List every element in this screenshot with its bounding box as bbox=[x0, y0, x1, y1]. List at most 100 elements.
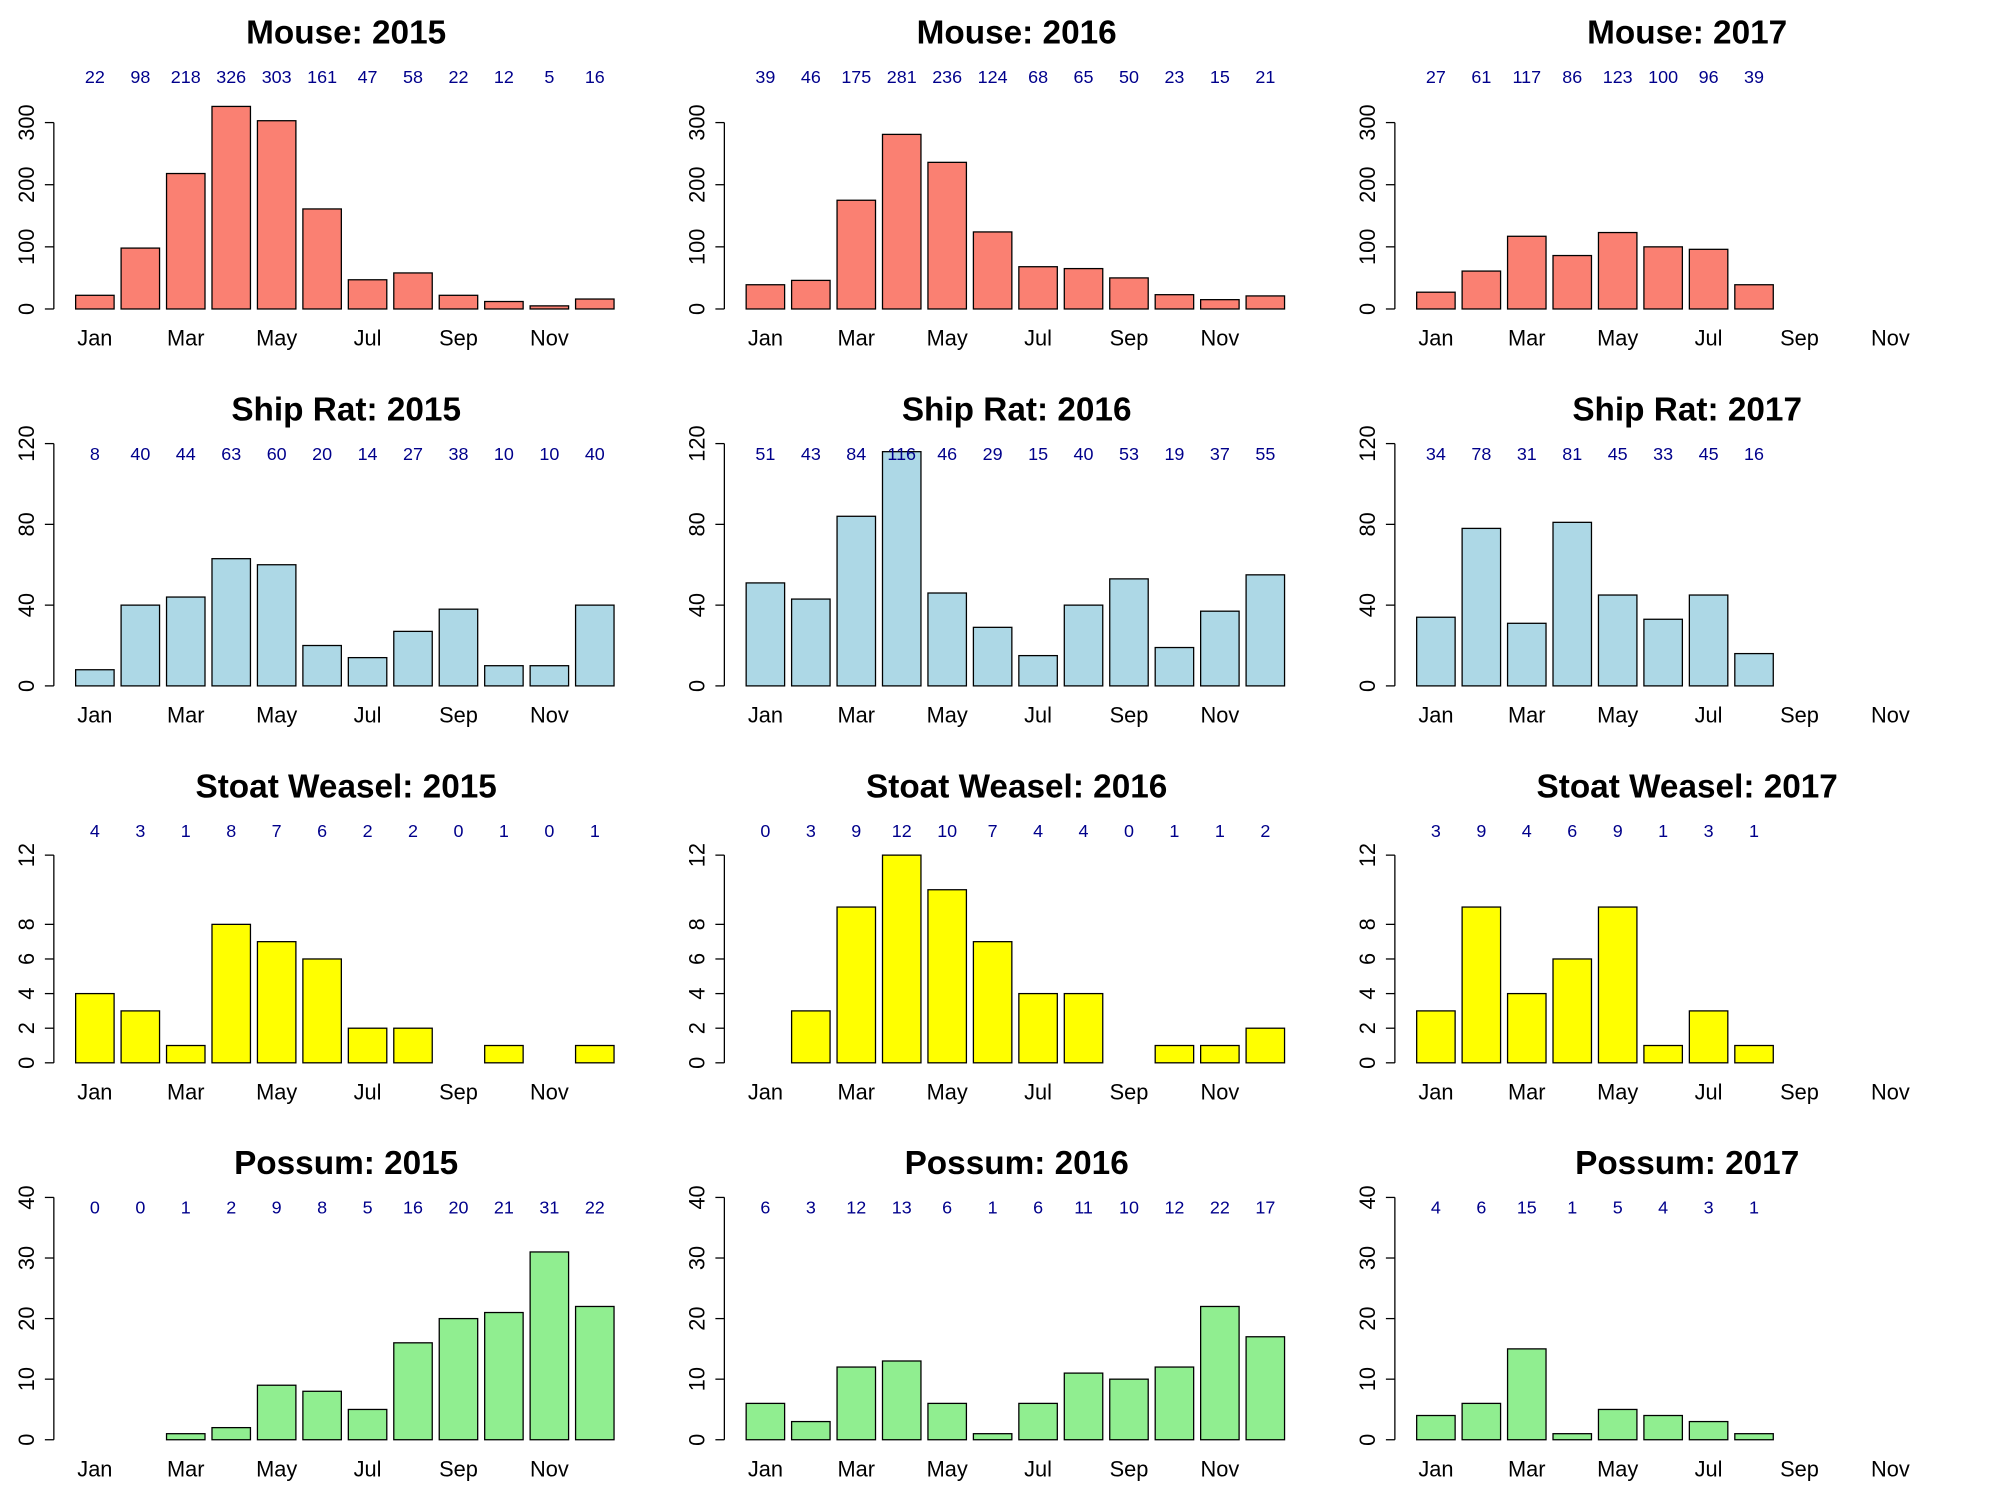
y-tick-label: 0 bbox=[1355, 1057, 1380, 1069]
y-tick-label: 40 bbox=[1355, 1185, 1380, 1209]
value-label: 10 bbox=[539, 444, 559, 464]
bar bbox=[484, 1044, 524, 1064]
x-tick-label: May bbox=[256, 1079, 297, 1104]
chart-title: Possum: 2015 bbox=[234, 1145, 458, 1182]
value-label: 3 bbox=[1704, 1198, 1714, 1218]
bar bbox=[1200, 1305, 1240, 1441]
bar bbox=[1597, 906, 1638, 1064]
x-tick-label: May bbox=[1597, 325, 1638, 350]
x-tick-label: May bbox=[256, 702, 297, 727]
y-tick-label: 200 bbox=[684, 167, 709, 203]
value-label: 39 bbox=[1744, 67, 1764, 87]
bar bbox=[1643, 246, 1684, 310]
bar bbox=[302, 208, 342, 310]
value-label: 236 bbox=[932, 67, 962, 87]
value-label: 6 bbox=[1033, 1198, 1043, 1218]
chart-title: Ship Rat: 2017 bbox=[1572, 391, 1802, 428]
x-tick-label: May bbox=[927, 1456, 968, 1481]
y-tick-label: 0 bbox=[1355, 303, 1380, 315]
bar bbox=[836, 199, 877, 310]
x-tick-label: Mar bbox=[1508, 1456, 1546, 1481]
value-label: 124 bbox=[978, 67, 1008, 87]
bar bbox=[347, 1408, 388, 1441]
value-label: 218 bbox=[171, 67, 201, 87]
value-label: 6 bbox=[317, 821, 327, 841]
bar bbox=[745, 1402, 786, 1441]
bar bbox=[881, 854, 922, 1064]
bar bbox=[1154, 1044, 1195, 1064]
value-label: 65 bbox=[1074, 67, 1094, 87]
x-tick-label: Nov bbox=[1871, 1079, 1910, 1104]
value-label: 11 bbox=[1074, 1198, 1093, 1218]
value-label: 3 bbox=[1431, 821, 1441, 841]
value-label: 1 bbox=[1567, 1198, 1577, 1218]
bar bbox=[745, 582, 786, 687]
y-tick-label: 120 bbox=[14, 425, 39, 461]
bar bbox=[1506, 992, 1547, 1064]
y-tick-label: 4 bbox=[14, 988, 39, 1000]
x-tick-label: May bbox=[256, 325, 297, 350]
bar bbox=[972, 1433, 1013, 1441]
bar bbox=[1245, 1027, 1286, 1064]
y-tick-label: 120 bbox=[1355, 425, 1380, 461]
bar bbox=[529, 305, 570, 310]
y-tick-label: 10 bbox=[1355, 1367, 1380, 1391]
bar bbox=[393, 1027, 433, 1064]
value-label: 1 bbox=[1169, 821, 1179, 841]
value-label: 96 bbox=[1699, 67, 1719, 87]
bar bbox=[1154, 646, 1195, 687]
value-label: 15 bbox=[1028, 444, 1048, 464]
y-tick-label: 300 bbox=[14, 104, 39, 140]
bar bbox=[1018, 992, 1058, 1064]
x-tick-label: Jul bbox=[1695, 702, 1723, 727]
bar bbox=[75, 669, 115, 687]
x-tick-label: Nov bbox=[1201, 1079, 1240, 1104]
y-tick-label: 80 bbox=[1355, 512, 1380, 536]
bar bbox=[120, 247, 161, 310]
bar bbox=[790, 598, 831, 687]
value-label: 84 bbox=[846, 444, 866, 464]
value-label: 15 bbox=[1210, 67, 1230, 87]
value-label: 22 bbox=[85, 67, 105, 87]
chart-title: Mouse: 2017 bbox=[1587, 14, 1787, 51]
bar bbox=[529, 1251, 570, 1441]
value-label: 31 bbox=[1517, 444, 1537, 464]
y-tick-label: 10 bbox=[684, 1367, 709, 1391]
bar bbox=[836, 1366, 877, 1441]
value-label: 55 bbox=[1255, 444, 1275, 464]
bar bbox=[1416, 616, 1456, 687]
y-tick-label: 80 bbox=[684, 512, 709, 536]
y-tick-label: 200 bbox=[1355, 167, 1380, 203]
x-tick-label: Mar bbox=[838, 1456, 876, 1481]
value-label: 53 bbox=[1119, 444, 1139, 464]
bar bbox=[1506, 622, 1547, 687]
bar bbox=[1552, 958, 1593, 1064]
bar bbox=[393, 272, 433, 310]
value-label: 5 bbox=[1613, 1198, 1623, 1218]
x-tick-label: Jan bbox=[748, 1079, 783, 1104]
value-label: 0 bbox=[544, 821, 554, 841]
y-tick-label: 8 bbox=[14, 918, 39, 930]
value-label: 2 bbox=[408, 821, 418, 841]
x-tick-label: Nov bbox=[530, 1456, 569, 1481]
value-label: 43 bbox=[801, 444, 821, 464]
bar bbox=[393, 1342, 433, 1441]
value-label: 23 bbox=[1164, 67, 1184, 87]
bar bbox=[256, 941, 297, 1064]
y-tick-label: 80 bbox=[14, 512, 39, 536]
value-label: 9 bbox=[851, 821, 861, 841]
bar bbox=[1416, 1414, 1456, 1441]
bar bbox=[1506, 235, 1547, 310]
value-label: 58 bbox=[403, 67, 423, 87]
bar bbox=[574, 298, 615, 310]
value-label: 31 bbox=[539, 1198, 559, 1218]
value-label: 78 bbox=[1471, 444, 1491, 464]
bar bbox=[1245, 295, 1286, 310]
value-label: 22 bbox=[448, 67, 468, 87]
y-tick-label: 20 bbox=[1355, 1306, 1380, 1330]
y-tick-label: 300 bbox=[1355, 104, 1380, 140]
value-label: 3 bbox=[806, 1198, 816, 1218]
bar bbox=[120, 1010, 161, 1064]
value-label: 1 bbox=[181, 1198, 191, 1218]
x-tick-label: Jan bbox=[748, 1456, 783, 1481]
